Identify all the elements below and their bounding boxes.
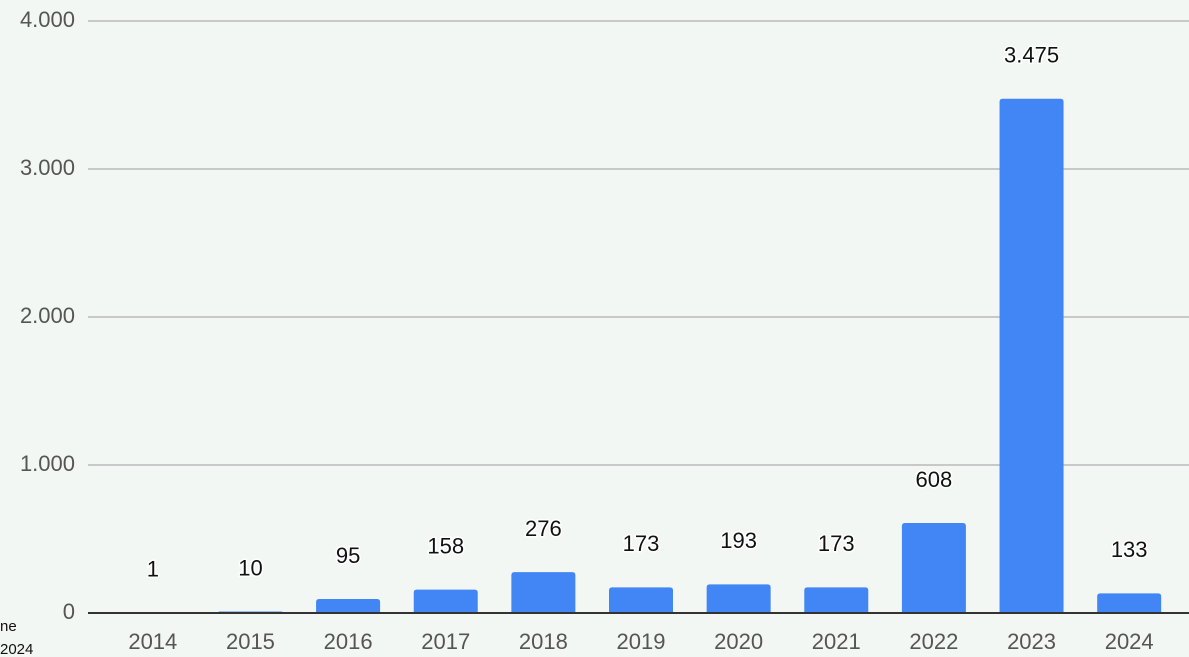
data-label: 193 — [720, 528, 757, 553]
x-tick-label: 2019 — [617, 629, 666, 654]
bar — [511, 572, 576, 613]
y-tick-label: 3.000 — [20, 155, 75, 180]
bar — [413, 589, 478, 613]
data-label: 133 — [1111, 537, 1148, 562]
data-label: 1 — [147, 557, 159, 582]
bar — [706, 584, 771, 613]
x-tick-label: 2021 — [812, 629, 861, 654]
x-tick-label: 2017 — [421, 629, 470, 654]
data-label: 173 — [818, 531, 855, 556]
data-label: 276 — [525, 516, 562, 541]
bar — [901, 523, 966, 613]
x-tick-label: 2020 — [714, 629, 763, 654]
y-tick-label: 1.000 — [20, 451, 75, 476]
data-label: 3.475 — [1004, 43, 1059, 68]
bar — [1097, 593, 1162, 613]
data-label: 173 — [623, 531, 660, 556]
y-tick-label: 0 — [63, 599, 75, 624]
source-note: ne — [0, 618, 17, 635]
bar — [609, 587, 673, 613]
bar — [804, 587, 869, 613]
data-label: 608 — [916, 467, 953, 492]
y-tick-label: 4.000 — [20, 7, 75, 32]
source-note: 2024 — [0, 641, 33, 657]
bar — [316, 598, 381, 613]
y-tick-label: 2.000 — [20, 303, 75, 328]
data-label: 10 — [238, 555, 262, 580]
bar — [999, 98, 1064, 613]
data-label: 95 — [336, 543, 360, 568]
x-tick-label: 2014 — [128, 629, 177, 654]
x-tick-label: 2016 — [324, 629, 373, 654]
x-tick-label: 2018 — [519, 629, 568, 654]
x-tick-label: 2015 — [226, 629, 275, 654]
x-tick-label: 2024 — [1105, 629, 1154, 654]
x-tick-label: 2023 — [1007, 629, 1056, 654]
data-label: 158 — [427, 533, 464, 558]
x-tick-label: 2022 — [909, 629, 958, 654]
